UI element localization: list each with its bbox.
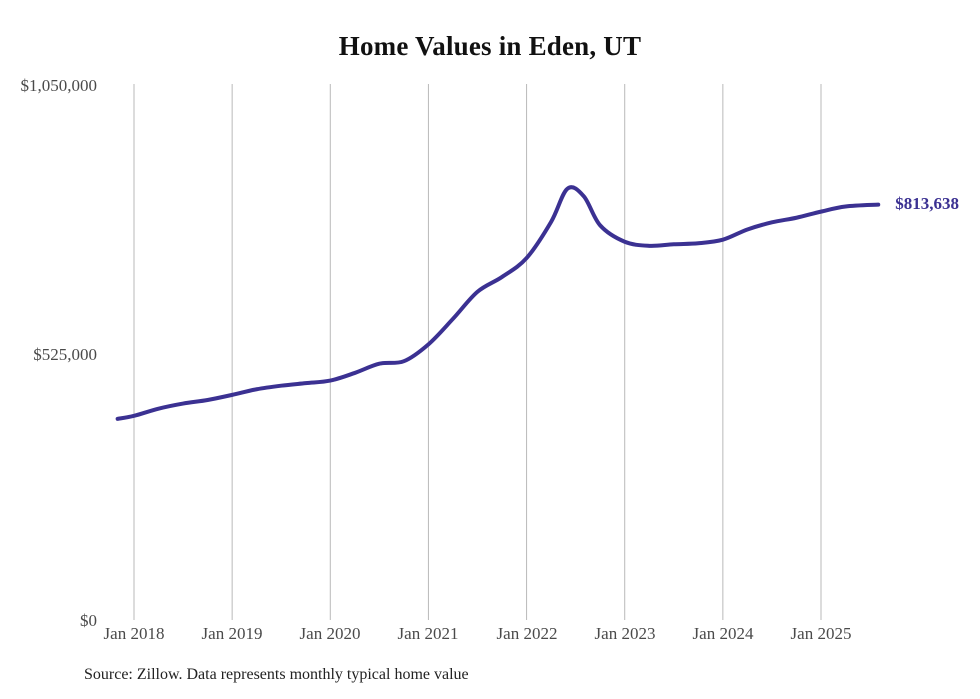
x-axis-tick-label-jan-2019: Jan 2019 xyxy=(201,624,263,643)
y-axis-tick-label-525000: $525,000 xyxy=(33,345,97,364)
end-value-annotation: $813,638 xyxy=(895,193,959,213)
x-axis-tick-label-jan-2020: Jan 2020 xyxy=(299,624,361,643)
x-axis-tick-label-jan-2024: Jan 2024 xyxy=(692,624,754,643)
y-axis-tick-label-1050000: $1,050,000 xyxy=(20,76,98,95)
series-line-typical-home-value xyxy=(115,185,881,421)
x-axis-tick-label-jan-2022: Jan 2022 xyxy=(496,624,558,643)
gridlines xyxy=(133,84,822,620)
x-axis-tick-label-jan-2021: Jan 2021 xyxy=(397,624,459,643)
x-axis-tick-label-jan-2023: Jan 2023 xyxy=(594,624,656,643)
x-axis-tick-label-jan-2025: Jan 2025 xyxy=(790,624,852,643)
y-axis-tick-label-0: $0 xyxy=(80,611,97,630)
page-title: Home Values in Eden, UT xyxy=(338,31,642,61)
source-note: Source: Zillow. Data represents monthly … xyxy=(84,666,469,683)
x-axis-tick-label-jan-2018: Jan 2018 xyxy=(103,624,165,643)
